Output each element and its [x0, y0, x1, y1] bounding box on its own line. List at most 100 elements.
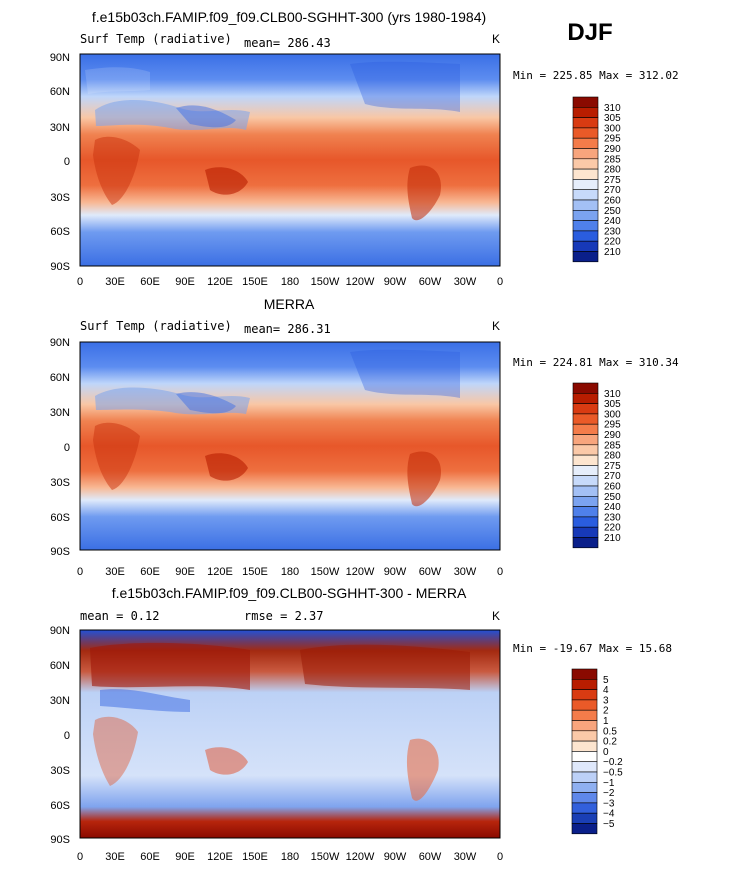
colorbar-swatch — [572, 220, 599, 232]
colorbar-label: 240 — [604, 502, 621, 513]
north-america-cold-region — [350, 349, 460, 398]
colorbar-swatch — [571, 668, 598, 680]
map-field — [80, 342, 500, 550]
y-tick-label: 30S — [50, 765, 70, 777]
north-america-warm-anomaly — [300, 644, 470, 690]
colorbar-label: 285 — [604, 154, 621, 165]
colorbar-label: 0 — [603, 747, 609, 758]
y-tick-label: 60S — [50, 800, 70, 812]
x-tick-label: 90W — [384, 851, 407, 863]
x-tick-label: 120W — [346, 851, 375, 863]
colorbar-swatch — [572, 168, 599, 180]
y-axis: 90N 60N 30N 0 30S 60S 90S — [50, 337, 70, 558]
panel-difference: f.e15b03ch.FAMIP.f09_f09.CLB00-SGHHT-300… — [50, 585, 672, 863]
colorbar-swatch — [572, 475, 599, 487]
colorbar-swatch — [571, 751, 598, 763]
colorbar-swatch — [571, 792, 598, 804]
colorbar-label: 210 — [604, 247, 621, 258]
colorbar-label: 0.5 — [603, 726, 617, 737]
y-tick-label: 0 — [64, 730, 70, 742]
panel-merra: MERRA Surf Temp (radiative) mean= 286.31… — [50, 296, 679, 578]
colorbar-swatch — [571, 689, 598, 701]
x-tick-label: 0 — [77, 566, 83, 578]
y-tick-label: 90S — [50, 834, 70, 846]
unit-label: K — [492, 32, 500, 46]
unit-label: K — [492, 609, 500, 623]
colorbar-label: −5 — [603, 819, 615, 830]
x-tick-label: 0 — [497, 566, 503, 578]
colorbar-swatch — [571, 709, 598, 721]
colorbar-swatch — [572, 382, 599, 394]
colorbar-label: 230 — [604, 226, 621, 237]
x-tick-label: 30W — [454, 851, 477, 863]
map-frame — [79, 629, 501, 839]
y-tick-label: 90S — [50, 261, 70, 273]
y-tick-label: 60N — [50, 660, 70, 672]
colorbar-swatch — [572, 127, 599, 139]
x-tick-label: 150W — [311, 851, 340, 863]
north-america-cold-region — [350, 61, 460, 112]
x-tick-label: 30E — [105, 566, 125, 578]
south-america-anomaly — [406, 738, 439, 801]
colorbar-label: −3 — [603, 798, 615, 809]
minmax-label: Min = -19.67 Max = 15.68 — [513, 642, 672, 655]
colorbar-swatch — [572, 148, 599, 160]
africa-warm-region — [93, 136, 140, 205]
colorbar-label: 300 — [604, 123, 621, 134]
colorbar-swatch — [571, 699, 598, 711]
colorbar-label: 295 — [604, 420, 621, 431]
panel-title: f.e15b03ch.FAMIP.f09_f09.CLB00-SGHHT-300… — [112, 585, 467, 601]
colorbar-label: 2 — [603, 706, 609, 717]
x-tick-label: 120E — [207, 851, 233, 863]
colorbar-swatch — [572, 240, 599, 252]
map-frame — [79, 341, 501, 551]
y-axis: 90N 60N 30N 0 30S 60S 90S — [50, 52, 70, 273]
y-tick-label: 0 — [64, 156, 70, 168]
x-tick-label: 0 — [497, 276, 503, 288]
x-tick-label: 60W — [419, 851, 442, 863]
colorbar-swatch — [571, 740, 598, 752]
colorbar-label: −1 — [603, 778, 615, 789]
colorbar-label: 270 — [604, 185, 621, 196]
colorbar-swatch — [572, 158, 599, 170]
y-axis: 90N 60N 30N 0 30S 60S 90S — [50, 625, 70, 846]
y-tick-label: 30N — [50, 122, 70, 134]
colorbar-label: −0.5 — [603, 768, 623, 779]
colorbar: 3103053002952902852802752702602502402302… — [572, 382, 621, 549]
x-axis: 0 30E 60E 90E 120E 150E 180 150W 120W 90… — [77, 566, 503, 578]
colorbar-swatch — [571, 761, 598, 773]
x-tick-label: 180 — [281, 566, 299, 578]
colorbar-label: 270 — [604, 471, 621, 482]
africa-warm-region — [93, 422, 140, 490]
y-tick-label: 90N — [50, 337, 70, 349]
colorbar-swatch — [572, 413, 599, 425]
y-tick-label: 0 — [64, 442, 70, 454]
colorbar-label: 260 — [604, 482, 621, 493]
panel-model: f.e15b03ch.FAMIP.f09_f09.CLB00-SGHHT-300… — [50, 9, 679, 288]
mean-label: mean = 0.12 — [80, 609, 159, 623]
y-tick-label: 30N — [50, 407, 70, 419]
colorbar-label: 260 — [604, 196, 621, 207]
colorbar-label: 220 — [604, 237, 621, 248]
x-tick-label: 0 — [77, 276, 83, 288]
colorbar-swatch — [572, 96, 599, 108]
minmax-label: Min = 224.81 Max = 310.34 — [513, 356, 679, 369]
colorbar-swatch — [572, 506, 599, 518]
colorbar-label: −2 — [603, 788, 615, 799]
colorbar-label: 5 — [603, 675, 609, 686]
x-tick-label: 30W — [454, 566, 477, 578]
australia-warm-region — [205, 167, 248, 195]
y-tick-label: 30S — [50, 192, 70, 204]
colorbar-swatch — [571, 771, 598, 783]
y-tick-label: 90S — [50, 546, 70, 558]
colorbar-label: 290 — [604, 430, 621, 441]
map-frame — [79, 53, 501, 267]
y-tick-label: 60N — [50, 86, 70, 98]
colorbar-swatch — [572, 403, 599, 415]
x-tick-label: 120W — [346, 276, 375, 288]
mean-label: mean= 286.31 — [244, 322, 331, 336]
x-tick-label: 0 — [497, 851, 503, 863]
south-america-warm-region — [407, 165, 441, 221]
x-tick-label: 90E — [175, 566, 195, 578]
